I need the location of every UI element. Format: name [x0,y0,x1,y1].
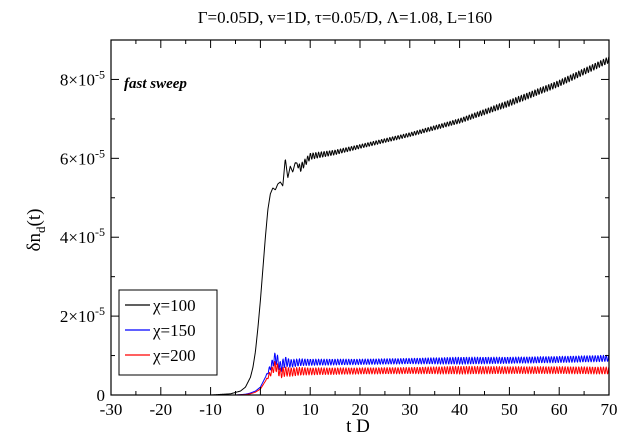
y-axis-title: δnd(t) [24,209,48,252]
y-tick-label-exponent: -5 [95,67,105,81]
x-tick-label: 10 [302,400,319,419]
x-tick-label: 0 [256,400,265,419]
y-tick-label: 8×10-5 [60,67,105,89]
series-line-3 [111,360,609,395]
y-axis-title-tail: (t) [24,209,45,227]
y-axis-title-main: δn [24,232,45,251]
y-tick-label-exponent: -5 [95,146,105,160]
x-tick-label: 60 [551,400,568,419]
legend: χ=100 χ=150 χ=200 [118,289,218,376]
x-tick-label: 30 [401,400,418,419]
x-tick-label: 20 [352,400,369,419]
x-tick-label: -30 [100,400,123,419]
x-tick-label: 70 [601,400,618,419]
ticks-layer: -30 -20 -10 0 10 20 30 40 50 60 7002×10-54×10-56×1… [60,39,618,419]
series-line-1 [111,56,609,395]
y-tick-label-mantissa: 4×10 [60,228,95,247]
x-tick-label: -20 [149,400,172,419]
legend-label: χ=150 [152,321,196,340]
y-axis-title-sub: d [33,226,48,233]
x-tick-label: 50 [501,400,518,419]
plot-frame [110,39,610,396]
chart-title: Γ=0.05D, v=1D, τ=0.05/D, Λ=1.08, L=160 [198,8,493,27]
y-tick-label-mantissa: 2×10 [60,307,95,326]
y-tick-label-mantissa: 0 [97,386,106,405]
legend-label: χ=200 [152,346,196,365]
series-layer [111,56,609,395]
y-tick-label-exponent: -5 [95,304,105,318]
y-tick-label: 0 [97,386,106,405]
y-tick-label: 6×10-5 [60,146,105,168]
y-tick-label-mantissa: 8×10 [60,70,95,89]
legend-box [118,289,218,376]
x-tick-label: 40 [451,400,468,419]
y-tick-label: 2×10-5 [60,304,105,326]
y-tick-label-exponent: -5 [95,225,105,239]
annotation-fast-sweep: fast sweep [124,76,187,92]
x-tick-label: -10 [199,400,222,419]
y-tick-label-mantissa: 6×10 [60,149,95,168]
x-axis-title: t D [346,416,370,436]
y-tick-label: 4×10-5 [60,225,105,247]
series-line-2 [111,352,609,395]
legend-label: χ=100 [152,296,196,315]
